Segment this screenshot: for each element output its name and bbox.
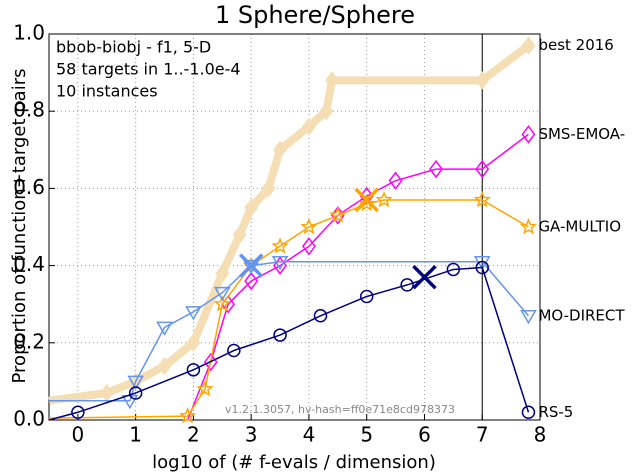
y-tick-label: 0.4 bbox=[13, 252, 45, 276]
marker bbox=[519, 218, 537, 235]
marker bbox=[244, 271, 259, 291]
marker bbox=[213, 286, 231, 302]
marker bbox=[388, 171, 403, 190]
marker bbox=[325, 71, 339, 90]
marker bbox=[271, 237, 289, 254]
x-tick-label: 3 bbox=[245, 423, 258, 447]
footnote: v1.2.1.3057, hv-hash=ff0e71e8cd978373 bbox=[225, 403, 455, 416]
x-tick-label: 0 bbox=[72, 423, 85, 447]
marker bbox=[157, 356, 172, 376]
marker bbox=[359, 289, 374, 304]
marker bbox=[319, 101, 334, 121]
marker bbox=[302, 117, 316, 136]
marker bbox=[71, 405, 85, 420]
marker bbox=[185, 306, 202, 321]
marker bbox=[329, 206, 347, 223]
median-cross bbox=[354, 187, 379, 213]
x-tick-label: 7 bbox=[476, 423, 489, 447]
marker bbox=[227, 343, 241, 358]
marker bbox=[215, 264, 230, 283]
marker bbox=[302, 237, 316, 256]
y-tick-label: 0.6 bbox=[13, 175, 45, 199]
marker bbox=[232, 225, 247, 244]
marker bbox=[446, 262, 461, 277]
marker bbox=[128, 386, 143, 400]
marker bbox=[242, 259, 260, 275]
x-tick-label: 8 bbox=[534, 423, 547, 447]
annotation: 58 targets in 1..-1.0e-4 bbox=[56, 60, 241, 79]
y-tick-label: 0.8 bbox=[13, 98, 45, 122]
marker bbox=[244, 198, 259, 217]
marker bbox=[186, 363, 201, 377]
x-tick-label: 5 bbox=[360, 423, 373, 447]
legend-label: SMS-EMOA- bbox=[538, 125, 625, 143]
x-tick-label: 2 bbox=[187, 423, 200, 447]
marker bbox=[273, 140, 287, 160]
series-line bbox=[49, 260, 530, 402]
marker bbox=[475, 71, 490, 90]
marker bbox=[273, 328, 287, 342]
marker bbox=[521, 125, 536, 144]
annotation: 10 instances bbox=[56, 82, 158, 101]
marker bbox=[127, 375, 144, 390]
marker bbox=[475, 260, 489, 275]
marker bbox=[375, 191, 393, 208]
marker bbox=[186, 333, 201, 353]
marker bbox=[179, 407, 197, 424]
marker bbox=[475, 159, 490, 179]
x-tick-label: 1 bbox=[129, 423, 142, 447]
y-tick-label: 0.0 bbox=[13, 407, 45, 431]
plot-frame bbox=[48, 33, 541, 421]
legend-label: MO-DIRECT bbox=[538, 306, 625, 324]
median-cross bbox=[412, 264, 437, 290]
legend-label: RS-5 bbox=[538, 403, 573, 421]
median-cross bbox=[238, 253, 264, 278]
marker bbox=[521, 405, 536, 420]
y-tick-label: 0.2 bbox=[13, 329, 45, 353]
marker bbox=[313, 309, 328, 323]
marker bbox=[261, 179, 276, 198]
marker bbox=[156, 321, 173, 336]
legend-label: best 2016 bbox=[538, 36, 613, 54]
marker bbox=[196, 380, 214, 397]
marker bbox=[521, 36, 536, 55]
marker bbox=[520, 310, 537, 325]
y-tick-label: 1.0 bbox=[13, 21, 45, 45]
legend-label: GA-MULTIO bbox=[538, 218, 621, 236]
x-tick-label: 6 bbox=[418, 423, 431, 447]
chart-title: 1 Sphere/Sphere bbox=[215, 1, 415, 29]
y-axis-label: Proportion of function+target pairs bbox=[9, 69, 30, 384]
annotation: bbob-biobj - f1, 5-D bbox=[56, 38, 211, 57]
marker bbox=[121, 394, 139, 410]
marker bbox=[213, 295, 231, 312]
marker bbox=[400, 278, 414, 292]
marker bbox=[429, 159, 443, 179]
marker bbox=[473, 191, 491, 208]
marker bbox=[358, 194, 376, 212]
series-line bbox=[48, 266, 530, 421]
series-line bbox=[186, 133, 529, 421]
marker bbox=[300, 218, 318, 235]
x-tick-label: 4 bbox=[303, 423, 316, 447]
x-axis-label: log10 of (# f-evals / dimension) bbox=[152, 452, 436, 473]
marker bbox=[271, 255, 289, 271]
